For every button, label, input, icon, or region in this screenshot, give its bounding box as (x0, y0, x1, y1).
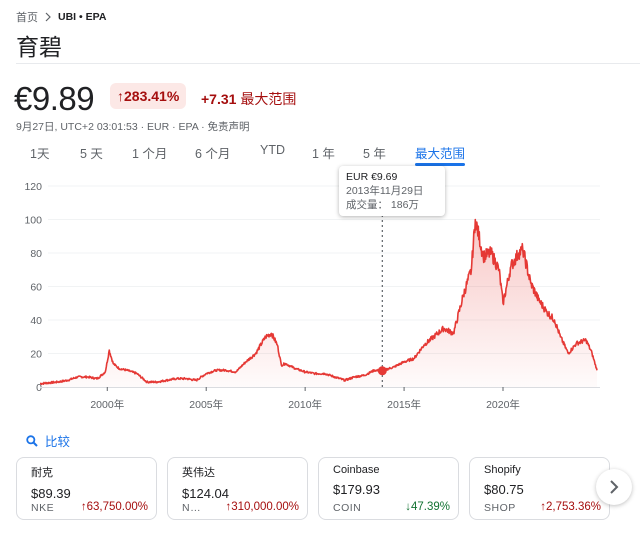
svg-text:2005年: 2005年 (189, 398, 223, 411)
tooltip-date: 2013年11月29日 (346, 185, 424, 197)
card-ticker: SHOP (484, 502, 516, 514)
svg-text:0: 0 (36, 382, 42, 394)
range-tabs: 1天 5 天 1 个月 6 个月 YTD 1 年 5 年 最大范围 (0, 143, 640, 166)
card-name: 耐克 (31, 467, 53, 479)
percent-change-badge: ↑283.41% (110, 83, 187, 109)
search-icon (26, 434, 38, 447)
x-axis-labels: 2000年 2005年 2010年 2015年 2020年 (90, 387, 520, 411)
tab-1d[interactable]: 1天 (30, 147, 50, 161)
card-change: ↑310,000.00% (225, 501, 299, 513)
card-change: ↑63,750.00% (80, 501, 148, 513)
svg-text:40: 40 (30, 315, 42, 327)
card-name: 英伟达 (182, 467, 215, 479)
breadcrumb-home-link[interactable]: 首页 (16, 12, 38, 24)
card-ticker: N… (182, 502, 202, 514)
compare-card-shop[interactable]: Shopify $80.75 SHOP ↑2,753.36% (469, 457, 610, 520)
card-name: Coinbase (333, 464, 380, 476)
svg-text:60: 60 (30, 282, 42, 294)
chevron-right-icon (610, 480, 619, 494)
tooltip-volume: 成交量： 186万 (346, 199, 419, 211)
compare-card-coin[interactable]: Coinbase $179.93 COIN ↓47.39% (318, 457, 459, 520)
compare-label: 比较 (45, 435, 71, 449)
svg-text:120: 120 (24, 181, 42, 193)
card-change: ↑2,753.36% (540, 501, 601, 513)
compare-card-nvda[interactable]: 英伟达 $124.04 N… ↑310,000.00% (167, 457, 308, 520)
compare-button[interactable]: 比较 (26, 431, 70, 450)
chart-tooltip: EUR €9.69 2013年11月29日 成交量： 186万 (339, 166, 445, 216)
svg-text:80: 80 (30, 248, 42, 260)
svg-text:2010年: 2010年 (288, 398, 322, 411)
card-change: ↓47.39% (405, 501, 450, 513)
tab-1m[interactable]: 1 个月 (132, 147, 168, 161)
card-price: $89.39 (31, 486, 71, 501)
hover-point (377, 366, 387, 376)
price-area (40, 219, 597, 387)
card-price: $179.93 (333, 482, 380, 497)
divider (16, 63, 640, 64)
quote-meta: 9月27日, UTC+2 03:01:53 · EUR · EPA · 免责声明 (16, 121, 250, 133)
abs-change: +7.31 最大范围 (201, 89, 296, 109)
card-price: $80.75 (484, 482, 524, 497)
svg-text:2000年: 2000年 (90, 398, 124, 411)
page-title: 育碧 (16, 34, 62, 60)
arrow-up-icon: ↑ (80, 501, 87, 513)
svg-text:20: 20 (30, 349, 42, 361)
arrow-up-icon: ↑ (225, 501, 232, 513)
arrow-up-icon: ↑ (540, 501, 546, 513)
y-axis-labels: 0 20 40 60 80 100 120 (24, 181, 42, 394)
tab-5d[interactable]: 5 天 (80, 147, 103, 161)
tab-ytd[interactable]: YTD (260, 143, 285, 157)
abs-change-value: +7.31 (201, 91, 237, 107)
tab-6m[interactable]: 6 个月 (195, 147, 231, 161)
compare-card-nke[interactable]: 耐克 $89.39 NKE ↑63,750.00% (16, 457, 157, 520)
card-price: $124.04 (182, 486, 229, 501)
tab-5y[interactable]: 5 年 (363, 147, 386, 161)
price-line (39, 218, 598, 386)
tab-1y[interactable]: 1 年 (312, 147, 335, 161)
svg-text:100: 100 (24, 215, 42, 227)
percent-change-value: 283.41% (124, 88, 180, 104)
svg-text:2015年: 2015年 (387, 398, 421, 411)
breadcrumb: 首页 UBI • EPA (16, 9, 106, 25)
arrow-down-icon: ↓ (405, 501, 411, 513)
price-chart[interactable]: 0 20 40 60 80 100 120 2000年 2005年 2010年 2015年 2020… (0, 170, 640, 420)
svg-text:2020年: 2020年 (486, 398, 520, 411)
next-cards-button[interactable] (596, 469, 632, 505)
tab-max[interactable]: 最大范围 (415, 143, 466, 166)
card-ticker: NKE (31, 502, 55, 514)
breadcrumb-symbol: UBI • EPA (58, 11, 107, 23)
tooltip-price: EUR €9.69 (346, 171, 398, 183)
arrow-up-icon: ↑ (117, 88, 124, 104)
range-label: 最大范围 (240, 91, 297, 107)
card-name: Shopify (484, 464, 521, 476)
chevron-right-icon (45, 12, 51, 22)
current-price: €9.89 (14, 80, 95, 117)
card-ticker: COIN (333, 502, 362, 514)
